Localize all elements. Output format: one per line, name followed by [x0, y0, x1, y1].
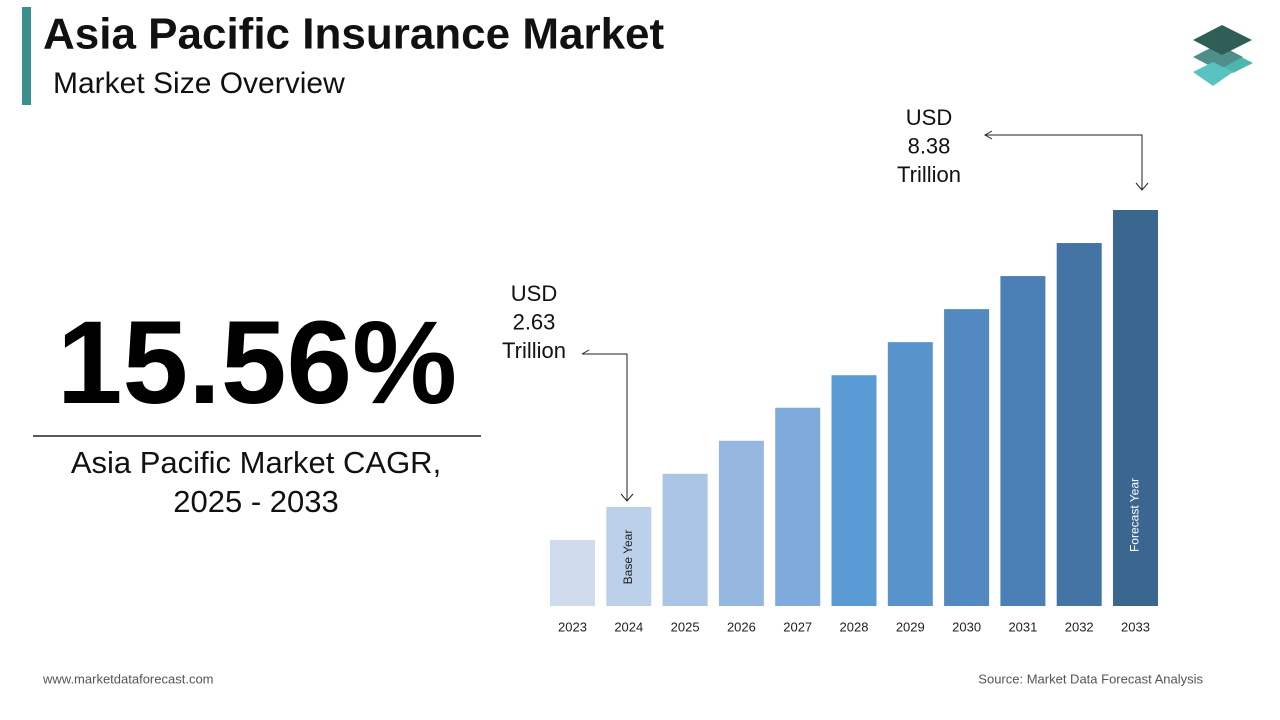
x-tick-label: 2031: [1008, 619, 1037, 634]
subtitle: Market Size Overview: [53, 67, 345, 100]
footer-left: www.marketdataforecast.com: [42, 671, 214, 686]
bar: [606, 506, 652, 606]
logo: [1193, 25, 1253, 86]
x-tick-label: 2028: [840, 619, 869, 634]
x-tick-label: 2024: [614, 619, 643, 634]
bar: [550, 539, 595, 606]
bar: [887, 342, 933, 606]
x-tick-label: 2023: [558, 619, 587, 634]
bar: [1113, 210, 1158, 606]
bar: [1000, 276, 1046, 606]
annotation: Trillion: [897, 162, 961, 187]
bar: [831, 375, 877, 606]
bar-label: Forecast Year: [1128, 478, 1142, 552]
footer-right: Source: Market Data Forecast Analysis: [978, 671, 1203, 686]
cagr-value: 15.56%: [57, 297, 457, 429]
x-tick-label: 2032: [1065, 619, 1094, 634]
bar: [775, 407, 821, 606]
x-tick-label: 2029: [896, 619, 925, 634]
title: Asia Pacific Insurance Market: [43, 10, 665, 59]
x-tick-label: 2025: [671, 619, 700, 634]
annotation: USD: [511, 281, 557, 306]
title-accent: [22, 7, 31, 105]
cagr-label: 2025 - 2033: [173, 484, 338, 519]
bar: [944, 309, 990, 606]
x-tick-label: 2030: [952, 619, 981, 634]
annotation: 8.38: [908, 133, 951, 158]
bar: [1056, 243, 1102, 606]
x-tick-label: 2027: [783, 619, 812, 634]
annotation: USD: [906, 105, 952, 130]
x-tick-label: 2026: [727, 619, 756, 634]
x-tick-label: 2033: [1121, 619, 1150, 634]
arrows: [581, 130, 1149, 502]
bar: [718, 440, 764, 606]
cagr-label: Asia Pacific Market CAGR,: [71, 445, 441, 480]
annotation: 2.63: [513, 309, 556, 334]
bar-label: Base Year: [621, 530, 635, 585]
annotation: Trillion: [502, 338, 566, 363]
bar: [662, 473, 708, 606]
